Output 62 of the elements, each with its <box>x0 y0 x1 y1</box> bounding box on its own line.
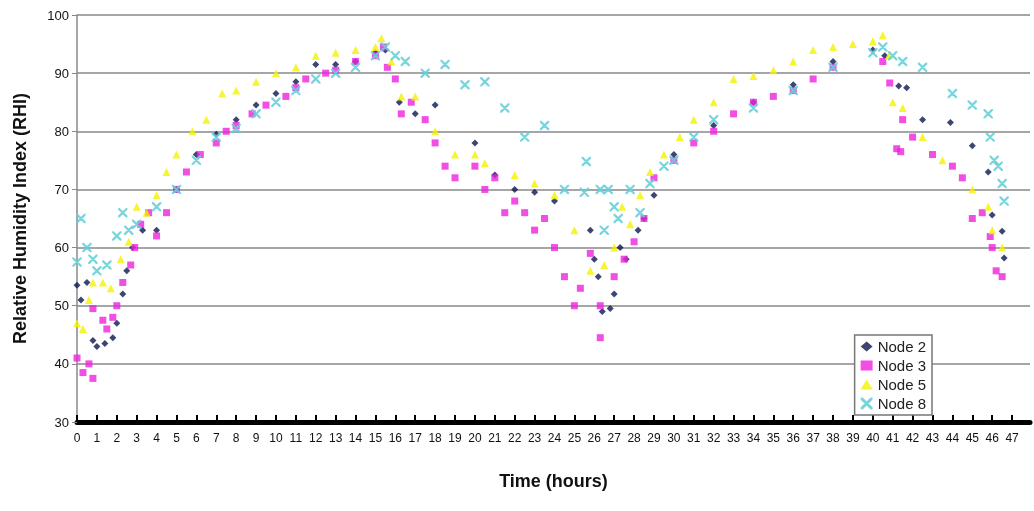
y-tick-label: 30 <box>54 414 69 430</box>
x-tick-label: 35 <box>766 431 781 445</box>
x-tick-label: 28 <box>627 431 642 445</box>
x-tick-label: 20 <box>468 431 482 445</box>
legend-label: Node 2 <box>877 338 927 355</box>
x-tick-label: 42 <box>905 431 920 445</box>
x-tick-label: 6 <box>193 431 201 445</box>
x-tick-label: 7 <box>212 431 220 445</box>
x-tick-label: 4 <box>153 431 161 445</box>
x-tick-label: 21 <box>488 431 502 445</box>
x-tick-label: 47 <box>1005 431 1020 445</box>
x-tick-label: 26 <box>587 431 602 445</box>
y-tick-label: 100 <box>47 7 69 23</box>
x-tick-label: 27 <box>607 431 622 445</box>
x-tick-label: 31 <box>687 431 701 445</box>
x-tick-label: 15 <box>368 431 383 445</box>
x-tick-label: 2 <box>113 431 121 445</box>
x-tick-label: 43 <box>925 431 940 445</box>
x-tick-label: 24 <box>547 431 562 445</box>
x-tick-label: 12 <box>309 431 323 445</box>
x-tick-label: 29 <box>647 431 661 445</box>
x-tick-label: 33 <box>726 431 741 445</box>
x-tick-label: 25 <box>567 431 582 445</box>
x-tick-label: 38 <box>826 431 841 445</box>
x-tick-label: 30 <box>667 431 681 445</box>
x-tick-label: 1 <box>93 431 101 445</box>
x-tick-label: 46 <box>985 431 1000 445</box>
x-tick-label: 37 <box>806 431 821 445</box>
x-tick-label: 8 <box>232 431 240 445</box>
x-tick-label: 44 <box>945 431 960 445</box>
x-tick-label: 13 <box>328 431 343 445</box>
x-tick-label: 17 <box>408 431 423 445</box>
x-tick-label: 32 <box>706 431 721 445</box>
x-tick-label: 41 <box>886 431 900 445</box>
x-tick-label: 34 <box>746 431 761 445</box>
x-tick-label: 18 <box>428 431 443 445</box>
x-tick-label: 36 <box>786 431 801 445</box>
x-tick-label: 5 <box>173 431 181 445</box>
x-tick-label: 3 <box>133 431 141 445</box>
x-tick-label: 39 <box>846 431 860 445</box>
legend-label: Node 3 <box>877 357 927 374</box>
y-tick-label: 40 <box>54 356 69 372</box>
x-tick-label: 11 <box>289 431 303 445</box>
x-tick-label: 14 <box>348 431 363 445</box>
x-tick-label: 45 <box>965 431 980 445</box>
x-tick-label: 23 <box>527 431 542 445</box>
x-axis-title: Time (hours) <box>499 471 608 491</box>
x-tick-label: 0 <box>73 431 81 445</box>
y-axis-title: Relative Humidity Index (RHI) <box>10 92 30 345</box>
legend-label: Node 8 <box>877 395 927 412</box>
x-tick-label: 19 <box>448 431 463 445</box>
y-tick-label: 60 <box>54 240 69 256</box>
y-tick-label: 80 <box>54 123 69 139</box>
x-tick-label: 10 <box>269 431 283 445</box>
y-tick-label: 50 <box>54 298 69 314</box>
legend-label: Node 5 <box>877 376 927 393</box>
x-tick-label: 22 <box>508 431 522 445</box>
x-tick-label: 40 <box>866 431 880 445</box>
y-tick-label: 70 <box>54 181 69 197</box>
y-tick-label: 90 <box>54 65 69 81</box>
x-tick-label: 16 <box>388 431 403 445</box>
x-tick-label: 9 <box>252 431 260 445</box>
